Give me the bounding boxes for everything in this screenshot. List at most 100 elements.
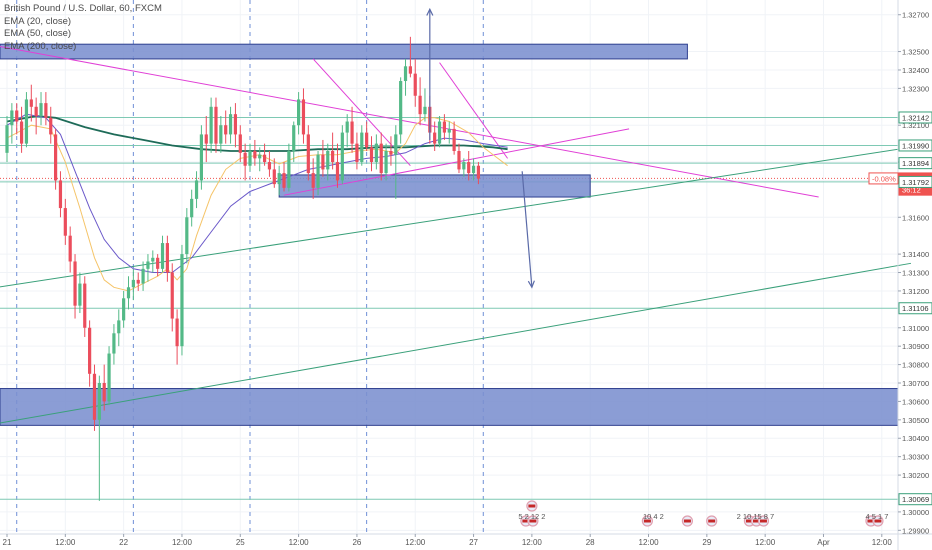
candle-body	[350, 121, 354, 144]
price-tick-label: 1.30000	[902, 508, 929, 517]
price-tick-label: 1.31300	[902, 269, 929, 278]
candle-body	[112, 333, 116, 354]
candle-body	[170, 272, 174, 319]
candle-body	[151, 257, 155, 262]
event-flag-stripe	[708, 519, 716, 523]
candle-body	[292, 125, 296, 151]
candle-body	[39, 103, 43, 117]
candle-body	[97, 383, 101, 420]
price-tick-label: 1.31000	[902, 324, 929, 333]
green-trendline[interactable]	[0, 146, 912, 288]
green-trendline[interactable]	[0, 262, 912, 424]
candle-body	[467, 162, 471, 174]
time-tick-label: 12:00	[522, 538, 543, 547]
candle-body	[258, 154, 262, 159]
legend-symbol: British Pound / U.S. Dollar, 60, FXCM	[4, 3, 162, 14]
zone-rectangle[interactable]	[0, 43, 688, 60]
event-flag-stripe	[522, 519, 530, 523]
candle-body	[282, 173, 286, 188]
arrow-head[interactable]	[426, 7, 434, 16]
candle-body	[457, 150, 461, 170]
candle-body	[233, 114, 238, 135]
candle-body	[92, 373, 97, 420]
event-count-label: 4 5 1 7	[865, 512, 888, 521]
ema20-line	[6, 117, 508, 292]
price-tag-label: 1.31106	[902, 304, 929, 313]
event-flag-stripe	[867, 519, 875, 523]
event-flag-stripe	[759, 519, 767, 523]
event-count-label: 2 10 15 8 7	[737, 512, 775, 521]
event-flag-stripe	[683, 519, 691, 523]
zone-rectangle[interactable]	[278, 174, 591, 198]
price-tick-label: 1.31400	[902, 250, 929, 259]
arrow-head[interactable]	[527, 280, 535, 289]
price-tag-box	[898, 139, 932, 152]
candle-body	[238, 134, 242, 153]
time-tick-label: 12:00	[639, 538, 660, 547]
candle-body	[180, 254, 184, 347]
candle-body	[360, 132, 364, 163]
candle-body	[403, 66, 408, 82]
candle-body	[19, 121, 24, 144]
price-tag-label: 1.32142	[902, 113, 929, 122]
price-tick-label: 1.30800	[902, 361, 929, 370]
price-tag-label: 1.31990	[902, 141, 929, 150]
supply-demand-zones[interactable]	[0, 43, 899, 426]
candle-body	[267, 162, 272, 170]
candle-body	[58, 180, 63, 209]
magenta-trendline[interactable]	[283, 128, 630, 196]
candle-body	[131, 279, 135, 288]
candle-body	[418, 95, 422, 115]
candle-body	[272, 169, 276, 185]
candle-body	[63, 208, 67, 236]
price-tick-label: 1.30200	[902, 471, 929, 480]
candle-body	[102, 383, 106, 402]
candle-body	[335, 162, 340, 181]
candle-body	[243, 152, 247, 166]
candle-body	[355, 143, 359, 163]
price-tick-label: 1.30700	[902, 379, 929, 388]
magenta-trendline[interactable]	[0, 46, 819, 198]
chart-legend: British Pound / U.S. Dollar, 60, FXCM EM…	[4, 3, 162, 53]
projection-arrows[interactable]	[426, 7, 535, 289]
candle-body	[437, 121, 442, 144]
candle-body	[175, 318, 179, 347]
candle-body	[277, 173, 281, 185]
price-tick-label: 1.29900	[902, 526, 929, 535]
zone-rectangle[interactable]	[0, 388, 899, 426]
time-axis-labels: 21 12:00 22 12:00 25 12:00 26 12:00 27 12:00 28 12:…	[3, 534, 892, 547]
candle-body	[248, 150, 252, 166]
candle-body	[471, 165, 476, 174]
candle-body	[136, 279, 140, 284]
candle-body	[447, 128, 451, 133]
event-flag-stripe	[745, 519, 753, 523]
price-tag-box	[898, 302, 932, 315]
candle-body	[78, 283, 82, 306]
price-tag-label: 1.31894	[902, 159, 929, 168]
candle-body	[374, 143, 378, 163]
candle-body	[5, 125, 9, 153]
magenta-trendline[interactable]	[439, 62, 508, 159]
candles	[5, 36, 481, 501]
candle-body	[24, 99, 29, 144]
candle-body	[306, 134, 310, 174]
candle-body	[146, 261, 150, 269]
economic-events[interactable]: 5 2 12 2 10 4 2 2 10 15 8 7 4 5 1 7	[518, 500, 888, 527]
candle-body	[10, 110, 14, 126]
price-tag-label: 36:12	[902, 186, 921, 195]
price-tag-label: 1.31792	[902, 178, 929, 187]
time-tick-label: 28	[586, 538, 595, 547]
legend-ema50: EMA (50, close)	[4, 28, 72, 39]
candle-body	[165, 243, 169, 273]
price-tick-label: 1.30900	[902, 342, 929, 351]
candle-body	[316, 154, 320, 188]
time-tick-label: 12:00	[55, 538, 76, 547]
candle-body	[321, 154, 325, 170]
price-tag-label: 1.30069	[902, 495, 929, 504]
candle-body	[44, 103, 48, 118]
trendlines[interactable]	[0, 46, 912, 424]
arrow-shaft[interactable]	[521, 171, 533, 288]
candle-body	[160, 243, 165, 269]
